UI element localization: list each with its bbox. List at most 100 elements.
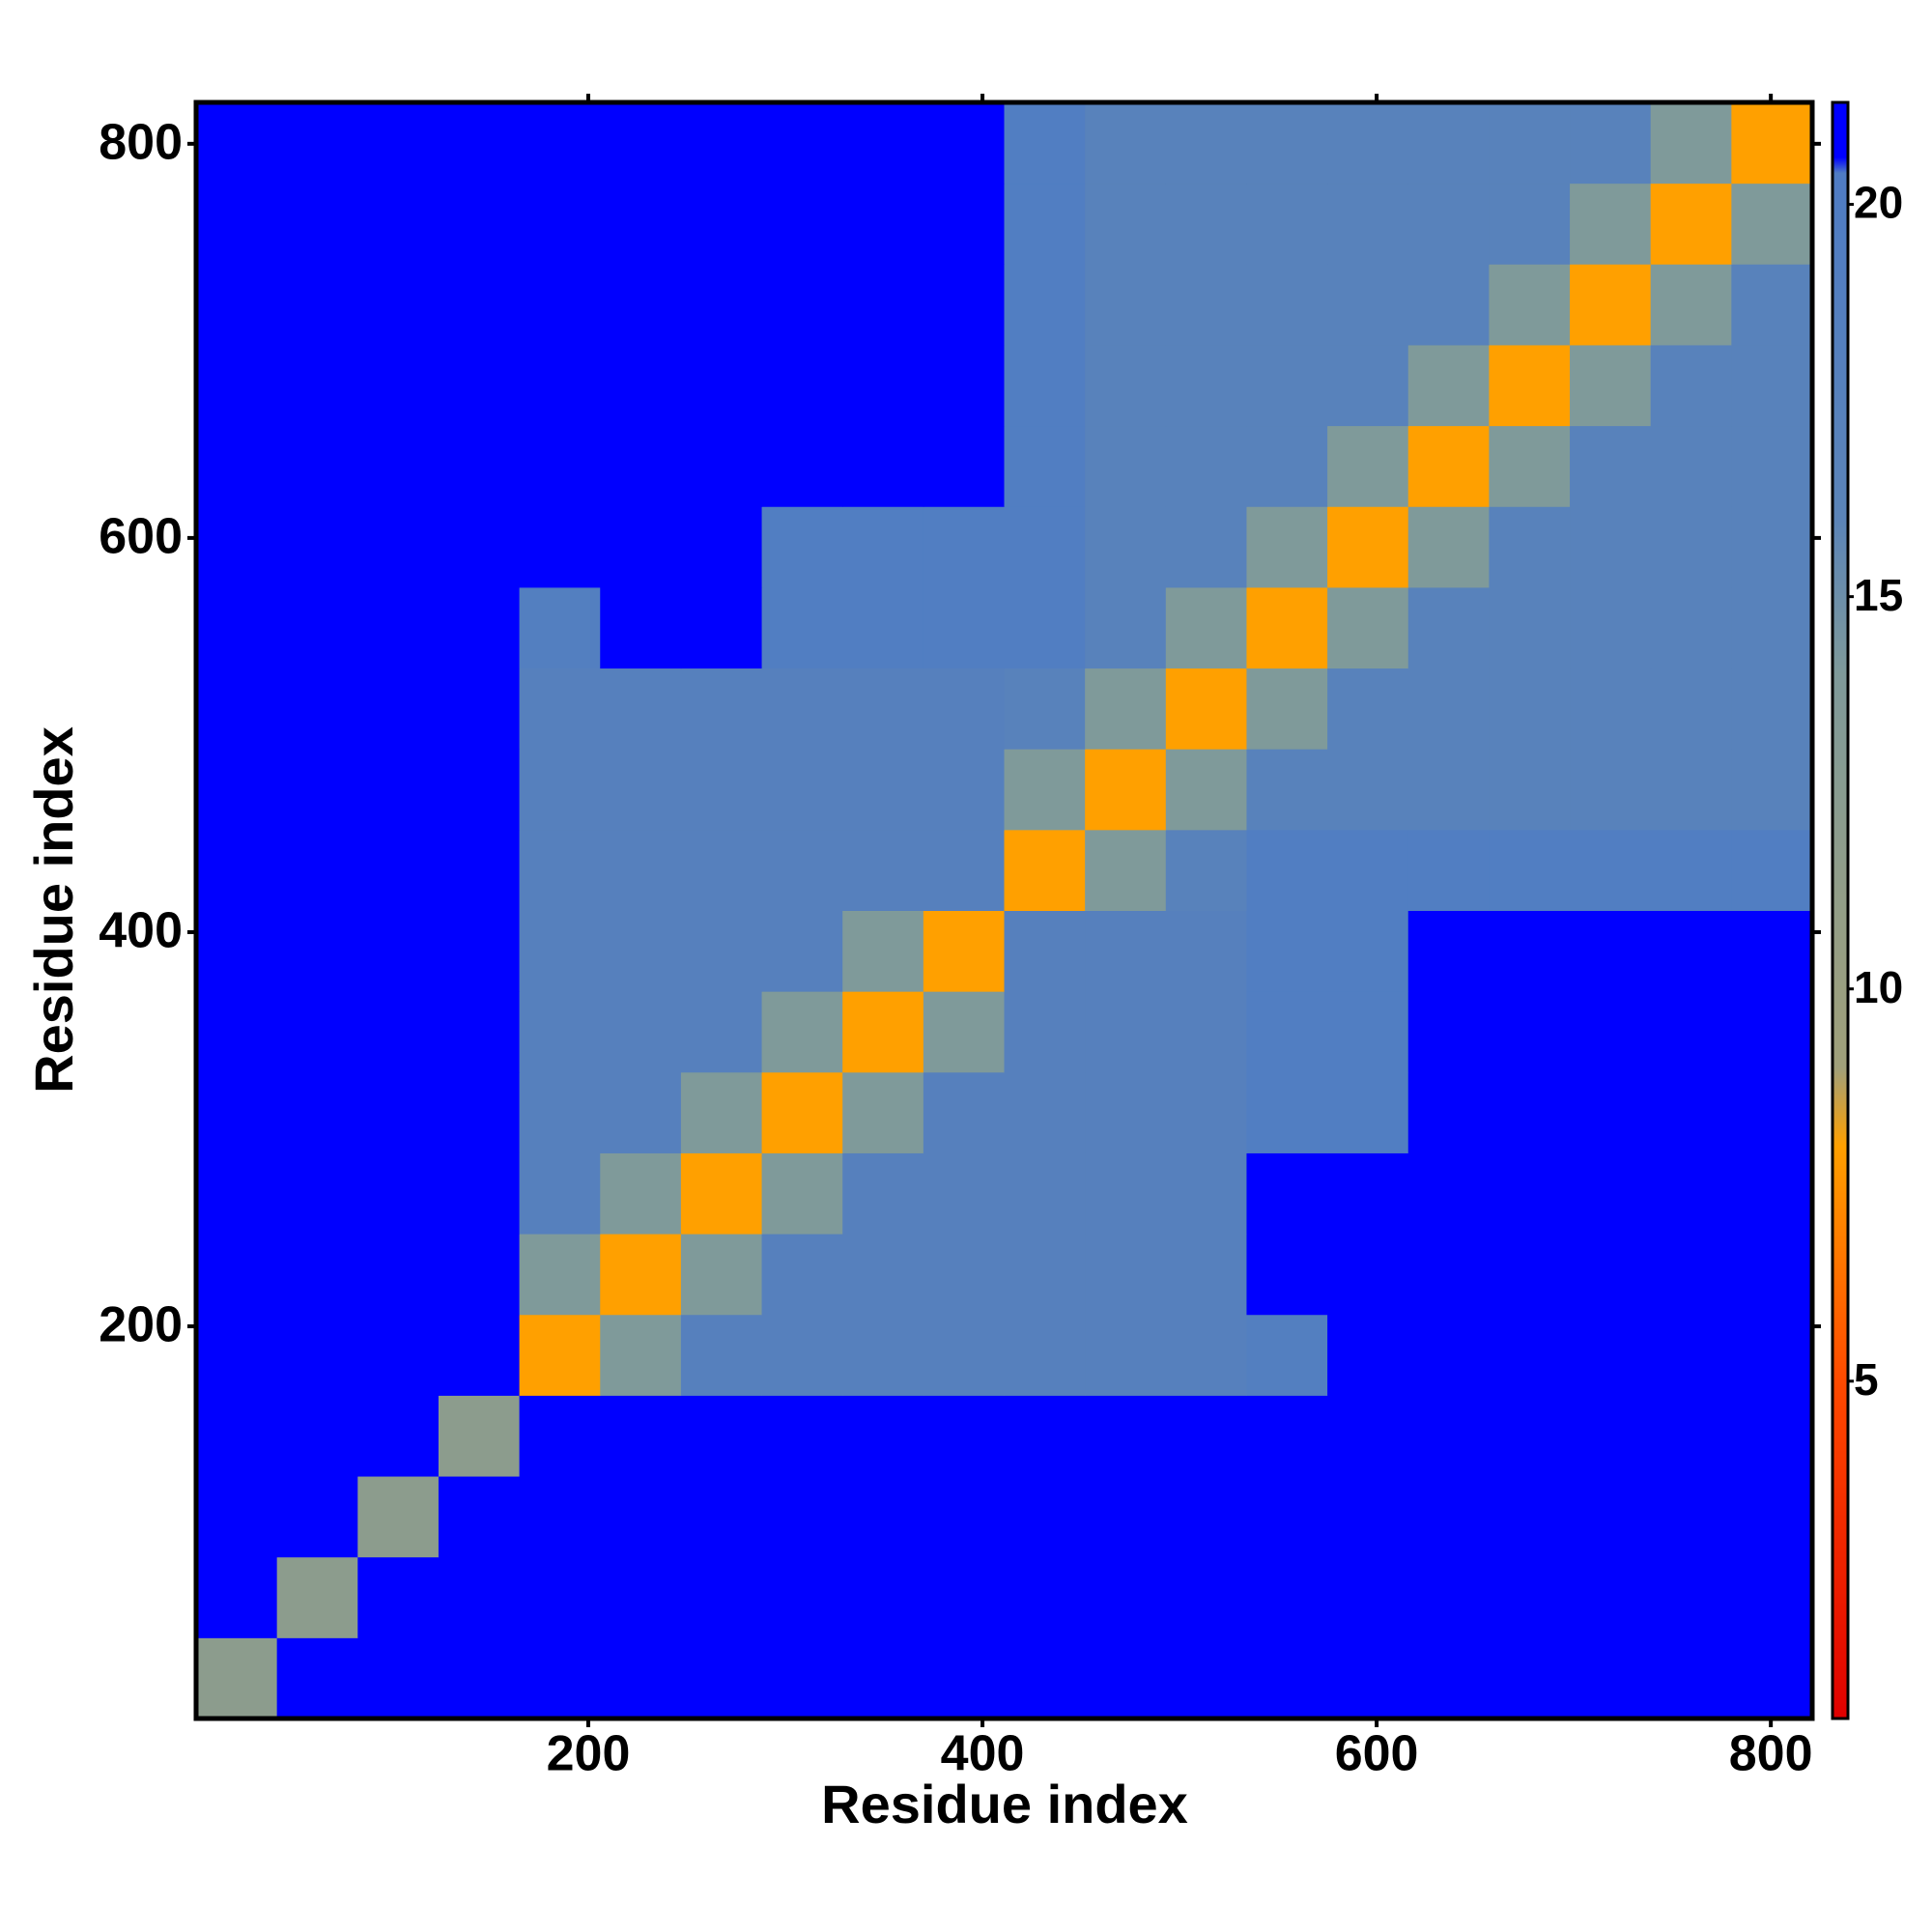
heatmap-cell bbox=[600, 264, 682, 346]
heatmap-cell bbox=[1731, 1152, 1813, 1235]
heatmap-cell bbox=[519, 910, 601, 992]
heatmap-cell bbox=[1004, 991, 1086, 1073]
heatmap-cell bbox=[1489, 910, 1571, 992]
heatmap-cell bbox=[1246, 1314, 1328, 1396]
heatmap-cell bbox=[1165, 1637, 1247, 1719]
y-tick-label: 400 bbox=[99, 903, 183, 959]
heatmap-cell bbox=[357, 1556, 440, 1638]
heatmap-cell bbox=[357, 749, 440, 831]
heatmap-cell bbox=[600, 1476, 682, 1558]
heatmap-cell bbox=[196, 1314, 278, 1396]
heatmap-cell bbox=[761, 1395, 843, 1477]
heatmap-cell bbox=[600, 749, 682, 831]
heatmap-cell bbox=[1570, 1395, 1652, 1477]
heatmap-cell bbox=[519, 506, 601, 588]
heatmap-cell bbox=[1246, 749, 1328, 831]
heatmap-cell bbox=[1570, 425, 1652, 507]
heatmap-cell bbox=[276, 586, 358, 669]
heatmap-cell bbox=[1246, 1071, 1328, 1153]
heatmap-cell bbox=[1650, 1395, 1732, 1477]
heatmap-cell bbox=[761, 506, 843, 588]
heatmap-cell bbox=[1570, 910, 1652, 992]
heatmap-cell bbox=[1327, 1556, 1409, 1638]
heatmap-cell bbox=[276, 829, 358, 911]
heatmap-cell bbox=[600, 586, 682, 669]
heatmap-cell bbox=[1246, 1556, 1328, 1638]
heatmap-cell bbox=[1327, 749, 1409, 831]
heatmap-cell bbox=[1327, 102, 1409, 185]
heatmap-cell bbox=[1165, 1152, 1247, 1235]
y-tick-label: 800 bbox=[99, 115, 183, 171]
heatmap-cell bbox=[276, 1234, 358, 1316]
heatmap-cell bbox=[761, 1071, 843, 1153]
heatmap-cell bbox=[1004, 1314, 1086, 1396]
heatmap-cell bbox=[1165, 910, 1247, 992]
heatmap-cell bbox=[276, 668, 358, 750]
heatmap-cell bbox=[680, 1556, 763, 1638]
heatmap-cell bbox=[276, 1314, 358, 1396]
heatmap-cell bbox=[1407, 102, 1490, 185]
heatmap-cell bbox=[1165, 749, 1247, 831]
heatmap-cell bbox=[1650, 1314, 1732, 1396]
heatmap-cell bbox=[923, 1152, 1005, 1235]
heatmap-cell bbox=[1165, 1314, 1247, 1396]
heatmap-cell bbox=[842, 1152, 924, 1235]
heatmap-cell bbox=[1489, 1314, 1571, 1396]
heatmap-cell bbox=[1327, 264, 1409, 346]
heatmap-cell bbox=[923, 102, 1005, 185]
heatmap-cell bbox=[842, 102, 924, 185]
heatmap-cell bbox=[276, 264, 358, 346]
heatmap-cell bbox=[842, 506, 924, 588]
heatmap-cell bbox=[680, 668, 763, 750]
heatmap-cell bbox=[1004, 1234, 1086, 1316]
heatmap-cell bbox=[761, 668, 843, 750]
heatmap-cell bbox=[1407, 991, 1490, 1073]
heatmap-cell bbox=[1731, 102, 1813, 185]
heatmap-cell bbox=[1085, 183, 1167, 265]
y-tick-label: 200 bbox=[99, 1297, 183, 1353]
heatmap-cell bbox=[1085, 910, 1167, 992]
heatmap-cell bbox=[923, 1395, 1005, 1477]
heatmap-cell bbox=[842, 1556, 924, 1638]
heatmap-cell bbox=[1731, 991, 1813, 1073]
heatmap-cell bbox=[1246, 506, 1328, 588]
heatmap-cell bbox=[1327, 1234, 1409, 1316]
heatmap-cell bbox=[923, 425, 1005, 507]
heatmap-cell bbox=[357, 506, 440, 588]
heatmap-cell bbox=[1570, 1556, 1652, 1638]
heatmap-cell bbox=[276, 425, 358, 507]
heatmap-cell bbox=[1650, 506, 1732, 588]
heatmap-cell bbox=[842, 829, 924, 911]
heatmap-cell bbox=[357, 1234, 440, 1316]
heatmap-cell bbox=[1407, 264, 1490, 346]
heatmap-cell bbox=[1004, 1395, 1086, 1477]
heatmap-cell bbox=[680, 1152, 763, 1235]
heatmap-cell bbox=[923, 749, 1005, 831]
heatmap-cell bbox=[438, 991, 521, 1073]
heatmap-cell bbox=[1650, 829, 1732, 911]
heatmap-cell bbox=[196, 264, 278, 346]
heatmap-cell bbox=[1004, 344, 1086, 427]
heatmap-cell bbox=[600, 1395, 682, 1477]
heatmap-cell bbox=[923, 991, 1005, 1073]
x-axis-title: Residue index bbox=[821, 1774, 1188, 1834]
heatmap-cell bbox=[842, 344, 924, 427]
heatmap-cell bbox=[923, 506, 1005, 588]
heatmap-cell bbox=[1165, 668, 1247, 750]
heatmap-cell bbox=[196, 1637, 278, 1719]
heatmap-cell bbox=[1407, 506, 1490, 588]
heatmap-cell bbox=[357, 264, 440, 346]
heatmap-cell bbox=[680, 586, 763, 669]
heatmap-cell bbox=[1327, 1395, 1409, 1477]
heatmap-cell bbox=[1327, 506, 1409, 588]
heatmap-cell bbox=[1407, 1556, 1490, 1638]
heatmap-cell bbox=[1731, 1556, 1813, 1638]
heatmap-cell bbox=[600, 1556, 682, 1638]
heatmap-cell bbox=[1407, 1234, 1490, 1316]
heatmap-cell bbox=[923, 183, 1005, 265]
heatmap-cell bbox=[438, 183, 521, 265]
heatmap-cell bbox=[1246, 102, 1328, 185]
heatmap-cell bbox=[357, 829, 440, 911]
heatmap-cell bbox=[276, 1637, 358, 1719]
heatmap-cell bbox=[680, 102, 763, 185]
